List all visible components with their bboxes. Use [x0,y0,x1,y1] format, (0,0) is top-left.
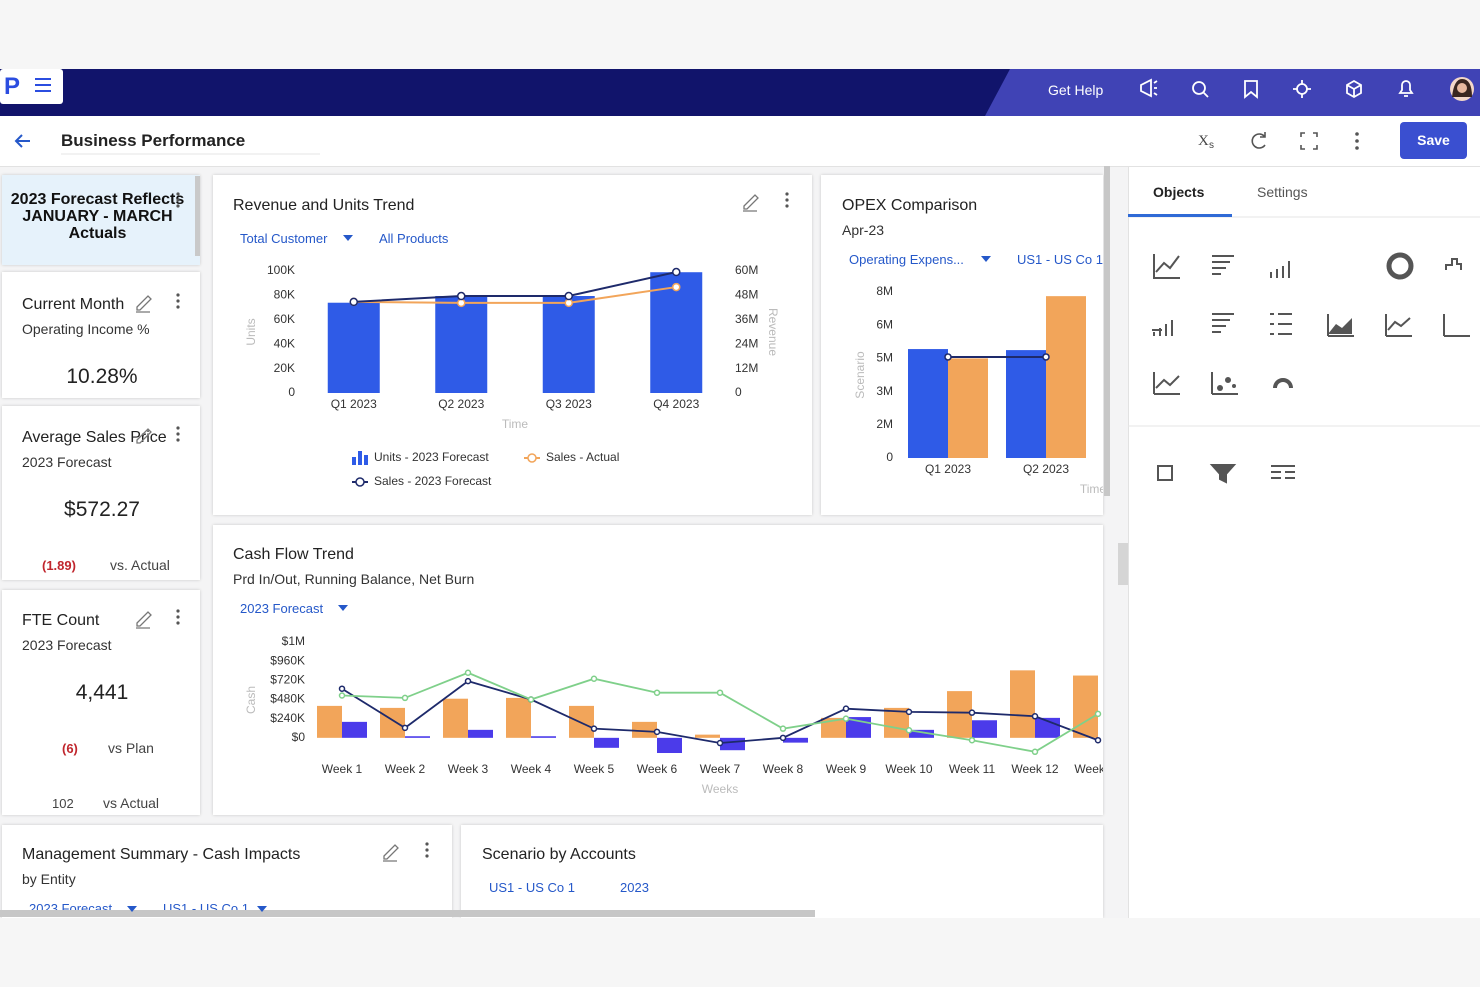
filter[interactable]: 2023 Forecast [240,601,324,616]
bottom-card: Management Summary - Cash Impacts by Ent… [2,825,452,918]
toolbar [0,116,1480,167]
kpi-value: $572.27 [64,498,140,521]
kpi-subtitle: 2023 Forecast [22,454,112,470]
kpi-value: 4,441 [75,681,129,704]
help-link[interactable]: Get Help [1048,82,1104,98]
chart-title: Revenue and Units Trend [233,197,415,214]
svg-text:s: s [1209,140,1214,151]
card-title: Management Summary - Cash Impacts [22,846,301,863]
top-band [0,0,1480,69]
panel-handle[interactable] [1118,543,1128,585]
kpi-variance-label: vs Plan [108,740,154,756]
filter[interactable]: 2023 [620,880,649,895]
objects-panel [1128,167,1480,918]
page-title: Business Performance [61,131,246,150]
svg-text:X: X [1198,133,1209,149]
filter[interactable]: Operating Expens... [849,252,964,267]
filter[interactable]: Total Customer [240,231,328,246]
kpi-variance-label: vs. Actual [110,557,170,573]
chart-card: Cash Flow Trend Prd In/Out, Running Bala… [213,525,1103,815]
chart-title: OPEX Comparison [842,197,978,214]
chart-title: Cash Flow Trend [233,546,354,563]
kpi-subtitle: Operating Income % [22,321,150,337]
panel-tab[interactable]: Objects [1153,184,1205,200]
note-card: 2023 Forecast Reflects JANUARY - MARCH A… [2,175,200,265]
kpi-card: Average Sales Price 2023 Forecast $572.2… [2,406,200,580]
kpi-title: Current Month [22,296,125,313]
bottom-card: Scenario by Accounts US1 - US Co 1 2023 [461,825,1103,918]
save-button[interactable]: Save [1400,122,1467,159]
kpi-card: Current Month Operating Income % 10.28% [2,272,200,398]
kpi-title: Average Sales Price [22,429,167,446]
filter[interactable]: US1 - US Co 1 [1017,252,1103,267]
filter[interactable]: US1 - US Co 1 [489,880,575,895]
kpi-value: 10.28% [66,365,138,388]
kpi-title: FTE Count [22,612,100,629]
filter[interactable]: All Products [379,231,449,246]
chart-card: Revenue and Units Trend Total Customer A… [213,175,812,515]
svg-text:P: P [4,73,20,100]
card-icons [136,176,200,629]
card-subtitle: by Entity [22,871,76,887]
panel-tab[interactable]: Settings [1257,184,1308,200]
note-text: 2023 Forecast Reflects JANUARY - MARCH A… [10,191,185,242]
scrollbar[interactable] [0,910,815,917]
kpi-variance-label: vs Actual [103,795,160,811]
kpi-variance: (6) [62,741,78,756]
nav-bar: P [0,69,1480,116]
object-icons [1128,214,1480,484]
chart-subtitle: Prd In/Out, Running Balance, Net Burn [233,571,475,587]
chart-subtitle: Apr-23 [842,222,885,238]
kpi-subtitle: 2023 Forecast [22,637,112,653]
kpi-variance: 102 [52,796,74,811]
card-title: Scenario by Accounts [482,846,636,863]
scrollbar[interactable] [1104,166,1110,496]
chart-card: OPEX Comparison Apr-23 Operating Expens.… [821,175,1103,515]
bottom-band [0,918,1480,987]
kpi-variance: (1.89) [42,558,76,573]
kpi-card: FTE Count 2023 Forecast 4,441 (6) vs Pla… [2,590,200,815]
